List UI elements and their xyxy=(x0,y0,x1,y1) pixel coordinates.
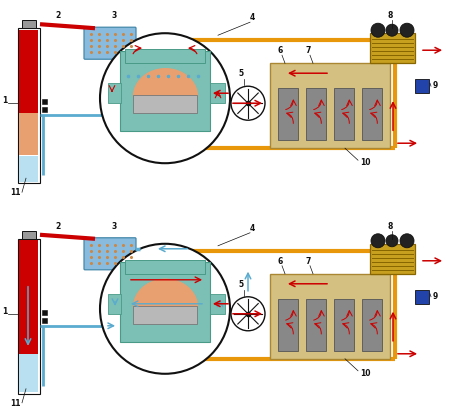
Bar xyxy=(125,49,205,63)
Bar xyxy=(125,260,205,274)
Bar xyxy=(362,88,382,140)
FancyBboxPatch shape xyxy=(84,238,136,270)
Bar xyxy=(370,33,415,63)
Text: 7: 7 xyxy=(306,46,311,55)
Bar xyxy=(19,354,38,392)
Bar xyxy=(370,244,415,274)
Text: 11: 11 xyxy=(10,188,20,197)
Bar xyxy=(278,299,298,351)
Circle shape xyxy=(371,234,385,248)
Circle shape xyxy=(400,23,414,37)
Bar xyxy=(210,294,225,314)
Bar xyxy=(19,113,38,155)
Text: 10: 10 xyxy=(360,369,371,378)
Text: 1: 1 xyxy=(2,307,7,316)
Bar xyxy=(306,88,326,140)
Bar xyxy=(133,95,197,113)
Text: 2: 2 xyxy=(55,222,60,231)
Bar xyxy=(108,83,121,103)
Text: 9: 9 xyxy=(433,81,438,90)
Bar xyxy=(120,51,210,131)
Bar xyxy=(42,310,47,315)
Circle shape xyxy=(386,235,398,247)
Bar xyxy=(19,156,38,182)
Bar xyxy=(42,318,47,323)
Circle shape xyxy=(100,33,230,163)
Bar xyxy=(42,99,47,104)
Bar xyxy=(18,239,40,394)
Text: 7: 7 xyxy=(306,257,311,266)
Circle shape xyxy=(231,86,265,120)
Circle shape xyxy=(100,244,230,374)
Text: 10: 10 xyxy=(360,158,371,167)
Text: 6: 6 xyxy=(278,257,283,266)
Text: 4: 4 xyxy=(250,224,255,233)
FancyBboxPatch shape xyxy=(84,27,136,59)
Text: 3: 3 xyxy=(112,11,117,20)
Bar xyxy=(22,231,36,239)
Bar xyxy=(334,88,354,140)
Text: 4: 4 xyxy=(250,13,255,22)
Text: 3: 3 xyxy=(112,222,117,231)
Text: 11: 11 xyxy=(10,399,20,408)
Bar xyxy=(415,290,429,304)
Bar xyxy=(270,274,390,359)
Text: 1: 1 xyxy=(2,96,7,105)
Circle shape xyxy=(400,234,414,248)
Bar xyxy=(362,299,382,351)
Bar xyxy=(334,299,354,351)
Text: 5: 5 xyxy=(238,280,243,289)
Bar xyxy=(133,306,197,324)
Text: 8: 8 xyxy=(388,11,393,20)
Text: 9: 9 xyxy=(433,292,438,301)
Bar xyxy=(278,88,298,140)
Circle shape xyxy=(386,24,398,36)
Bar xyxy=(270,63,390,148)
Bar xyxy=(210,83,225,103)
Bar xyxy=(19,240,38,354)
Bar xyxy=(18,28,40,183)
Text: 5: 5 xyxy=(238,69,243,78)
Bar xyxy=(108,294,121,314)
Bar xyxy=(120,262,210,342)
Bar xyxy=(22,20,36,28)
Circle shape xyxy=(231,297,265,331)
Text: 2: 2 xyxy=(55,11,60,20)
Text: 6: 6 xyxy=(278,46,283,55)
Circle shape xyxy=(371,23,385,37)
Bar xyxy=(306,299,326,351)
Bar xyxy=(19,30,38,113)
Bar xyxy=(415,79,429,93)
Bar xyxy=(42,107,47,112)
Text: 8: 8 xyxy=(388,222,393,231)
